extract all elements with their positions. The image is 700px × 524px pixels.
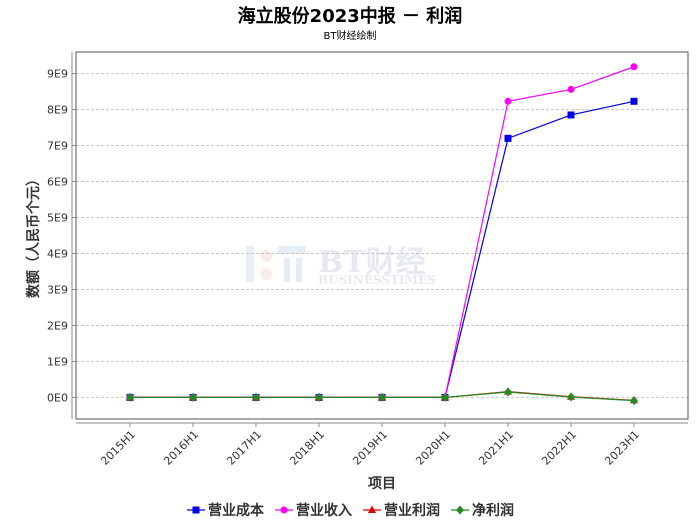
plot-area-border <box>75 51 689 420</box>
legend-label: 营业成本 <box>208 503 264 519</box>
legend-label: 营业利润 <box>384 503 440 519</box>
data-point <box>252 392 260 402</box>
data-point <box>504 387 512 397</box>
legend-label: 营业收入 <box>296 503 352 519</box>
legend-marker-icon <box>187 506 205 514</box>
y-tick-label: 2E9 <box>47 319 68 332</box>
legend-symbol <box>192 506 200 514</box>
y-tick-label: 5E9 <box>47 212 68 225</box>
legend-item: 营业成本 <box>186 500 264 520</box>
y-tick-label: 0E0 <box>47 391 68 404</box>
data-point <box>630 63 638 71</box>
x-axis-label: 项目 <box>368 476 396 492</box>
watermark-main-text: BT财经 <box>318 245 426 280</box>
data-point <box>567 85 575 93</box>
y-tick-label: 7E9 <box>47 140 68 153</box>
legend-item: 营业利润 <box>362 500 440 520</box>
data-point <box>504 134 512 142</box>
series-line <box>130 66 635 399</box>
legend-symbol <box>456 505 464 515</box>
legend-item: 营业收入 <box>274 500 352 520</box>
data-point <box>504 97 512 105</box>
y-tick-label: 1E9 <box>47 355 68 368</box>
legend-symbol <box>368 505 376 513</box>
series-lines <box>126 63 638 406</box>
y-tick-label: 8E9 <box>47 104 68 117</box>
legend: 营业成本 营业收入 营业利润 净利润 <box>0 500 700 520</box>
chart-title: 海立股份2023中报 － 利润 <box>237 6 463 27</box>
data-point <box>126 392 134 402</box>
x-tick-label: 2018H1 <box>287 428 327 468</box>
x-tick-label: 2019H1 <box>350 428 390 468</box>
y-tick-label: 3E9 <box>47 283 68 296</box>
y-tick-label: 4E9 <box>47 247 68 260</box>
x-tick-label: 2022H1 <box>539 428 579 468</box>
legend-marker-icon <box>363 505 381 513</box>
data-point <box>567 392 575 402</box>
series-2 <box>126 63 638 401</box>
data-point <box>630 97 638 105</box>
grid-lines <box>76 73 688 398</box>
legend-marker-icon <box>275 506 293 514</box>
x-tick-label: 2020H1 <box>413 428 453 468</box>
y-axis: 0E0 1E9 2E9 3E9 4E9 5E9 6E9 7E9 8E9 9E9 <box>47 52 76 419</box>
data-point <box>189 392 197 402</box>
y-axis-label: 数额（人民币个元） <box>25 172 42 298</box>
data-point <box>567 111 575 119</box>
x-tick-label: 2021H1 <box>476 428 516 468</box>
watermark-sub-text: BUSINESSTIMES <box>318 273 436 287</box>
y-tick-label: 9E9 <box>47 68 68 81</box>
watermark-logo: BT财经 BUSINESSTIMES <box>246 245 436 287</box>
x-tick-label: 2015H1 <box>98 428 138 468</box>
x-tick-label: 2017H1 <box>224 428 264 468</box>
data-point <box>630 396 638 406</box>
data-point <box>378 392 386 402</box>
data-point <box>315 392 323 402</box>
data-point <box>441 392 449 402</box>
x-tick-label: 2016H1 <box>161 428 201 468</box>
y-tick-label: 6E9 <box>47 176 68 189</box>
x-tick-label: 2023H1 <box>602 428 642 468</box>
series-4 <box>126 387 638 406</box>
legend-symbol <box>280 506 288 514</box>
legend-marker-icon <box>451 505 469 515</box>
x-axis: 2015H1 2016H1 2017H1 2018H1 2019H1 2020H1 2021… <box>76 422 688 468</box>
legend-item: 净利润 <box>450 500 514 520</box>
legend-label: 净利润 <box>472 503 514 519</box>
chart-subtitle: BT财经绘制 <box>323 31 377 42</box>
